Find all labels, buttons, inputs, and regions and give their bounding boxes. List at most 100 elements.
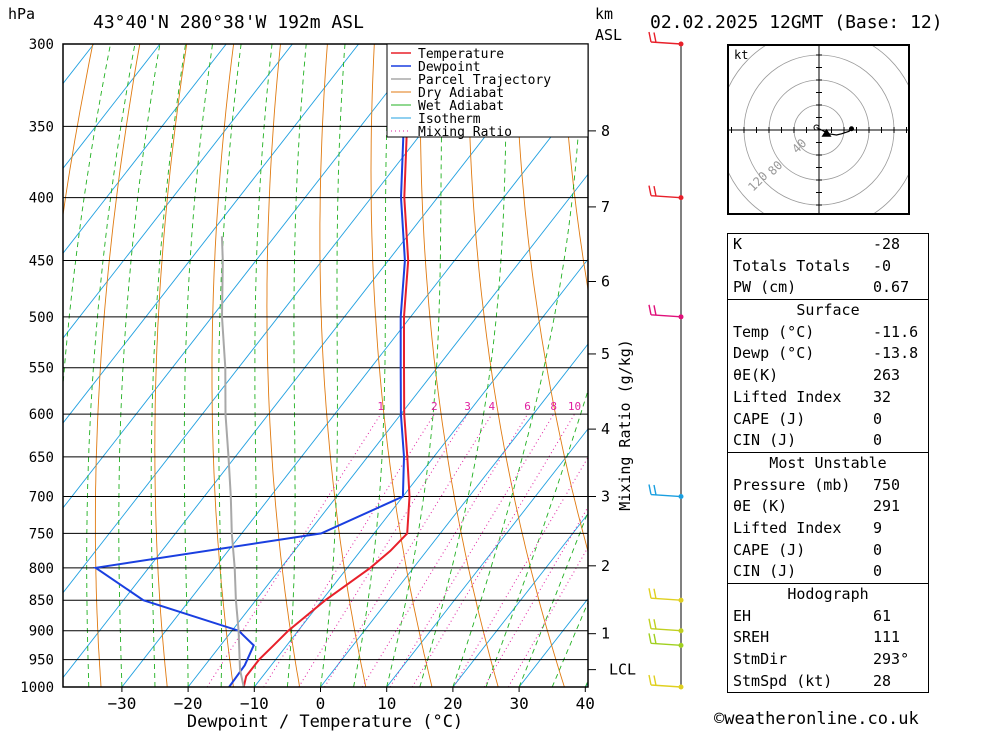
- surface-temp-row: Temp (°C) -11.6: [728, 322, 928, 344]
- dry-adiabat-line: [319, 44, 367, 687]
- mixing-ratio-label: 25: [658, 400, 671, 413]
- isotherm-line: [63, 44, 426, 509]
- height-tick-label: 6: [601, 272, 610, 290]
- surface-temp-value: -11.6: [873, 322, 919, 341]
- pressure-tick-label: 750: [29, 526, 54, 542]
- isotherm-line: [63, 44, 492, 594]
- mu-li-label: Lifted Index: [733, 518, 842, 537]
- hodograph-trace: [816, 126, 852, 136]
- mixing-ratio-line: [389, 413, 555, 687]
- pw-label: PW (cm): [733, 278, 797, 297]
- surface-section-title: Surface: [728, 299, 928, 322]
- x-tick-label: −30: [107, 694, 136, 713]
- hodograph-ring-label: 40: [789, 136, 809, 156]
- surface-cape-value: 0: [873, 409, 883, 428]
- pressure-tick-label: 400: [29, 191, 54, 207]
- wind-barb: [648, 185, 682, 199]
- pressure-tick-label: 550: [29, 361, 54, 377]
- dry-adiabat-line: [514, 44, 588, 554]
- surface-cin-row: CIN (J) 0: [728, 430, 928, 452]
- height-tick-label: 1: [601, 625, 610, 643]
- totals-totals-value: -0: [873, 256, 892, 275]
- dry-adiabat-line: [419, 44, 499, 687]
- height-tick-label: 7: [601, 198, 610, 216]
- mixing-ratio-label: 10: [568, 400, 581, 413]
- mu-pressure-value: 750: [873, 475, 901, 494]
- mu-cin-value: 0: [873, 562, 883, 581]
- surface-thetae-label: θE(K): [733, 366, 779, 385]
- wind-barb: [648, 618, 682, 632]
- mixing-ratio-line: [206, 413, 382, 687]
- height-unit-label: km: [595, 5, 613, 23]
- hodograph-ring-label: 120: [745, 169, 770, 194]
- pressure-tick-label: 300: [29, 37, 54, 53]
- mu-li-row: Lifted Index 9: [728, 518, 928, 540]
- dry-adiabat-line: [154, 44, 188, 687]
- surface-li-value: 32: [873, 387, 892, 406]
- wind-barb: [648, 633, 682, 647]
- mixing-ratio-line: [298, 413, 468, 687]
- pressure-tick-label: 500: [29, 310, 54, 326]
- datetime-title: 02.02.2025 12GMT (Base: 12): [650, 12, 943, 33]
- wet-adiabat-line: [353, 44, 391, 687]
- pw-value: 0.67: [873, 278, 910, 297]
- x-tick-label: 30: [509, 694, 528, 713]
- surface-temp-label: Temp (°C): [733, 322, 815, 341]
- mixing-ratio-label: 4: [488, 400, 495, 413]
- pressure-tick-label: 1000: [20, 680, 54, 696]
- wet-adiabat-line: [86, 44, 136, 687]
- plot-frame: [62, 43, 589, 688]
- chart-legend: Temperature Dewpoint Parcel Trajectory D…: [386, 43, 589, 140]
- height-tick-label: LCL: [609, 661, 636, 679]
- dry-adiabat-line: [211, 44, 235, 687]
- hodograph-start-point: [813, 124, 820, 131]
- stmspd-row: StmSpd (kt) 28: [728, 671, 928, 694]
- k-index-label: K: [733, 235, 743, 253]
- storm-motion-marker: [821, 128, 832, 137]
- wet-adiabat-line: [183, 44, 213, 687]
- surface-dewp-value: -13.8: [873, 344, 919, 363]
- mu-cape-row: CAPE (J) 0: [728, 540, 928, 562]
- stmdir-value: 293°: [873, 650, 910, 669]
- hodograph-ring-label: 80: [765, 158, 785, 178]
- parcel-trajectory-line: [220, 236, 245, 687]
- dry-adiabat-line: [561, 44, 588, 293]
- pressure-tick-label: 700: [29, 490, 54, 506]
- stmspd-value: 28: [873, 671, 892, 690]
- pressure-tick-label: 850: [29, 593, 54, 609]
- dry-adiabat-line: [984, 44, 1000, 687]
- isotherm-line: [320, 343, 588, 687]
- surface-cin-value: 0: [873, 431, 883, 450]
- x-tick-label: 0: [316, 694, 326, 713]
- wind-barb: [648, 31, 682, 45]
- mu-cin-row: CIN (J) 0: [728, 561, 928, 583]
- isotherm-line: [63, 44, 161, 170]
- pressure-unit-label: hPa: [8, 5, 35, 23]
- height-tick-label: 2: [601, 557, 610, 575]
- pressure-tick-label: 800: [29, 561, 54, 577]
- surface-cape-row: CAPE (J) 0: [728, 409, 928, 431]
- isotherm-line: [452, 513, 588, 687]
- most-unstable-section-title: Most Unstable: [728, 451, 928, 475]
- mixing-ratio-line: [361, 413, 528, 687]
- credit-text: ©weatheronline.co.uk: [714, 709, 919, 729]
- sreh-row: SREH 111: [728, 627, 928, 649]
- pressure-tick-label: 950: [29, 653, 54, 669]
- wet-adiabat-line: [452, 44, 584, 687]
- legend-isotherm: Isotherm: [418, 112, 481, 127]
- legend-dry-adiabat: Dry Adiabat: [418, 86, 504, 101]
- height-unit-asl-label: ASL: [595, 26, 622, 44]
- mixing-ratio-label: 6: [524, 400, 531, 413]
- sreh-label: SREH: [733, 628, 770, 647]
- wet-adiabat-line: [150, 44, 187, 687]
- mixing-ratio-line: [453, 456, 588, 687]
- hodograph-end-point: [849, 126, 854, 132]
- wet-adiabat-line: [485, 388, 588, 687]
- isotherm-line: [63, 44, 359, 424]
- mixing-ratio-label: 8: [550, 400, 557, 413]
- hodograph: kt 40 80 120: [718, 29, 920, 231]
- eh-row: EH 61: [728, 606, 928, 628]
- surface-dewp-label: Dewp (°C): [733, 344, 815, 363]
- mu-thetae-label: θE (K): [733, 497, 788, 516]
